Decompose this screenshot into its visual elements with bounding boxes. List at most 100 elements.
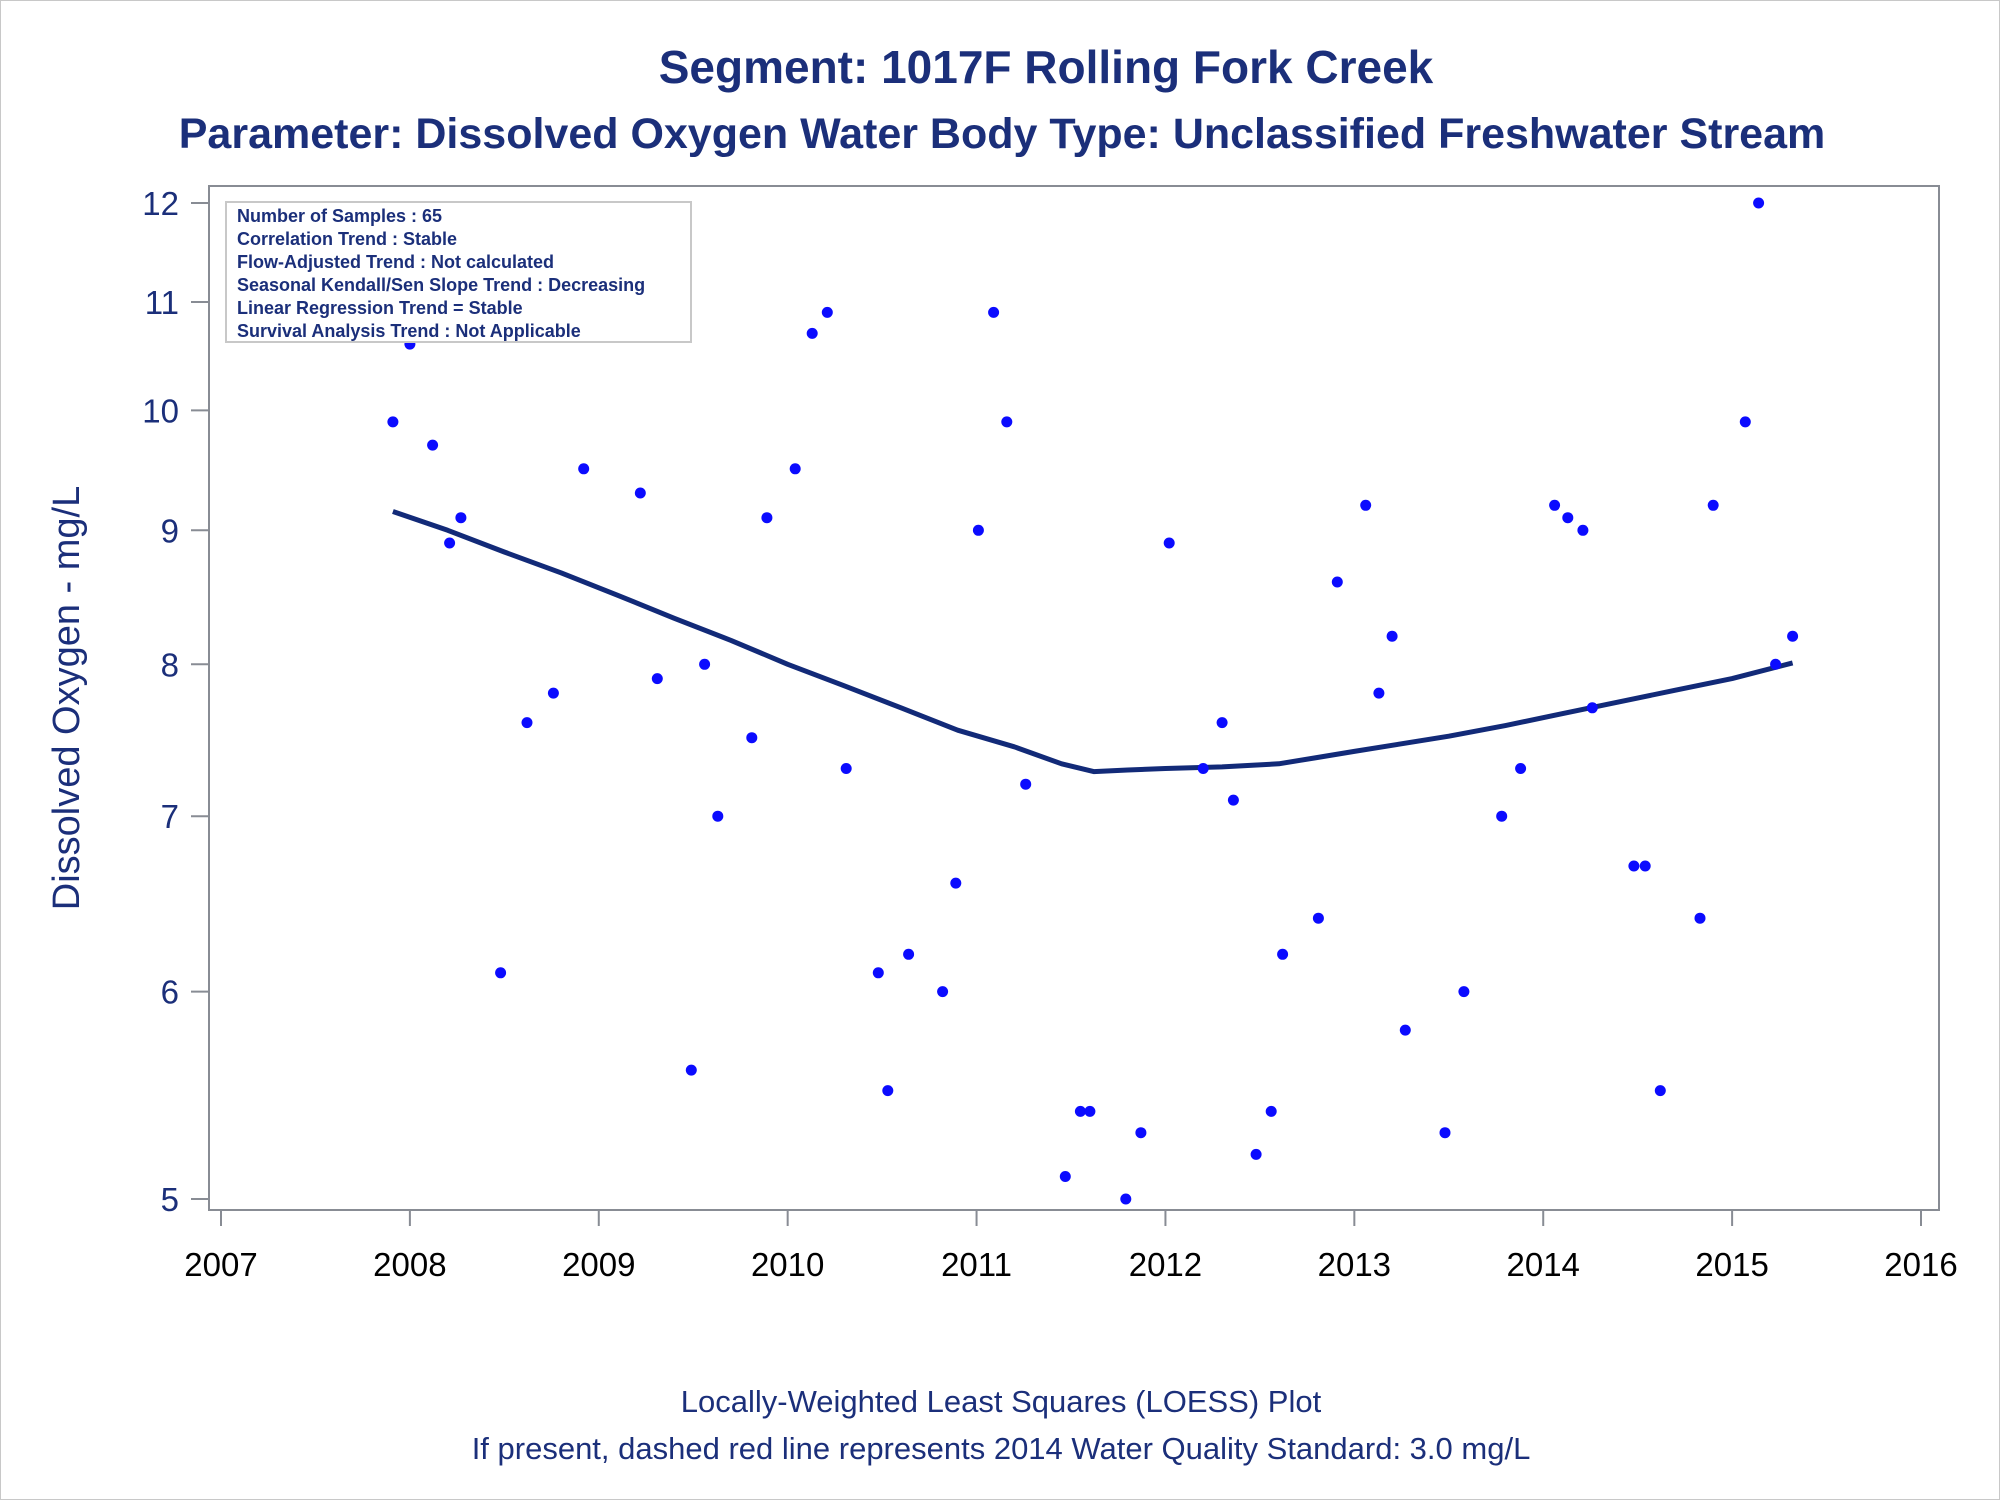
data-point — [1458, 986, 1470, 998]
loess-curve — [392, 509, 1794, 775]
data-point — [1001, 416, 1013, 428]
x-tick-label: 2015 — [1695, 1246, 1768, 1283]
data-point — [1586, 702, 1598, 714]
x-tick-label: 2009 — [562, 1246, 635, 1283]
x-axis: 2007 2008 2009 2010 2011 2012 2013 2014 2015 2016 — [184, 1210, 1958, 1283]
stats-line: Survival Analysis Trend : Not Applicable — [237, 321, 581, 341]
chart-subtitle: Parameter: Dissolved Oxygen Water Body T… — [179, 110, 1826, 158]
data-point — [427, 439, 439, 451]
data-point — [651, 673, 663, 685]
data-point — [988, 306, 1000, 318]
y-tick-label: 8 — [161, 646, 179, 683]
data-point — [1739, 416, 1751, 428]
data-point — [387, 416, 399, 428]
data-point — [1265, 1105, 1277, 1117]
data-point — [903, 948, 915, 960]
data-point — [1577, 524, 1589, 536]
data-point — [1084, 1105, 1096, 1117]
stats-line: Number of Samples : 65 — [237, 206, 442, 226]
data-point — [521, 717, 533, 729]
data-point — [1020, 778, 1032, 790]
data-point — [1654, 1085, 1666, 1097]
stats-line: Linear Regression Trend = Stable — [237, 298, 523, 318]
data-point — [840, 763, 852, 774]
data-point — [1331, 576, 1343, 588]
data-point — [1277, 948, 1289, 960]
data-point — [972, 524, 984, 536]
x-tick-label: 2013 — [1318, 1246, 1391, 1283]
data-point — [746, 732, 758, 744]
data-point — [1227, 794, 1239, 806]
data-point — [1074, 1105, 1086, 1117]
data-point — [1753, 197, 1765, 209]
y-axis: 5 6 7 8 9 10 11 12 — [142, 185, 209, 1218]
data-point — [578, 463, 590, 475]
data-point — [1562, 512, 1574, 524]
stats-box: Number of Samples : 65 Correlation Trend… — [225, 201, 692, 343]
stats-line: Correlation Trend : Stable — [237, 229, 457, 249]
data-point — [1694, 912, 1706, 924]
plot-area — [208, 185, 1940, 1211]
data-point — [1360, 499, 1372, 511]
data-point — [950, 877, 962, 889]
data-point — [1770, 658, 1782, 670]
data-point — [712, 810, 724, 822]
data-point — [547, 687, 559, 699]
stats-line: Seasonal Kendall/Sen Slope Trend : Decre… — [237, 275, 645, 295]
footnote-loess: Locally-Weighted Least Squares (LOESS) P… — [681, 1384, 1322, 1419]
data-point — [1312, 912, 1324, 924]
data-point — [1399, 1024, 1411, 1036]
stats-box-border — [225, 201, 692, 343]
chart-title: Segment: 1017F Rolling Fork Creek — [659, 41, 1434, 93]
data-point — [1496, 810, 1508, 822]
x-tick-label: 2016 — [1884, 1246, 1957, 1283]
data-point — [455, 512, 467, 524]
data-point — [1787, 630, 1799, 642]
data-point — [1120, 1193, 1132, 1205]
data-point — [821, 306, 833, 318]
data-point — [789, 463, 801, 475]
data-point — [1135, 1127, 1147, 1139]
y-tick-label: 7 — [161, 798, 179, 835]
x-tick-label: 2014 — [1507, 1246, 1580, 1283]
y-tick-label: 10 — [142, 392, 179, 429]
y-tick-label: 12 — [142, 185, 179, 222]
data-point — [806, 327, 818, 339]
data-point — [634, 487, 646, 499]
footnote-standard: If present, dashed red line represents 2… — [472, 1431, 1531, 1466]
data-point — [937, 986, 949, 998]
data-point — [1628, 860, 1640, 872]
y-tick-label: 9 — [161, 512, 179, 549]
data-point — [882, 1085, 894, 1097]
y-tick-label: 11 — [145, 284, 179, 321]
y-tick-label: 5 — [161, 1181, 179, 1218]
data-point — [872, 967, 884, 979]
data-point — [1707, 499, 1719, 511]
sample-points — [387, 197, 1799, 1205]
data-point — [1439, 1127, 1451, 1139]
y-axis-label: Dissolved Oxygen - mg/L — [46, 486, 88, 911]
x-tick-label: 2008 — [373, 1246, 446, 1283]
x-tick-label: 2010 — [751, 1246, 824, 1283]
data-point — [685, 1064, 697, 1076]
x-tick-label: 2012 — [1129, 1246, 1202, 1283]
stats-line: Flow-Adjusted Trend : Not calculated — [237, 252, 554, 272]
x-tick-label: 2007 — [184, 1246, 257, 1283]
x-tick-label: 2011 — [941, 1246, 1012, 1283]
data-point — [1163, 537, 1175, 549]
data-point — [1216, 717, 1228, 729]
data-point — [1373, 687, 1385, 699]
data-point — [761, 512, 773, 524]
data-point — [495, 967, 507, 979]
data-point — [699, 658, 711, 670]
y-tick-label: 6 — [161, 974, 179, 1011]
data-point — [1639, 860, 1651, 872]
data-point — [1059, 1171, 1071, 1182]
data-point — [1197, 763, 1209, 774]
data-point — [1386, 630, 1398, 642]
data-point — [444, 537, 456, 549]
data-point — [1515, 763, 1527, 774]
data-point — [1549, 499, 1561, 511]
